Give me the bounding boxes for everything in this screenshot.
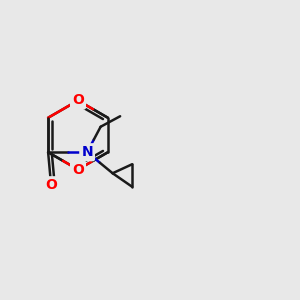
Text: O: O bbox=[45, 178, 57, 192]
Text: O: O bbox=[72, 163, 84, 176]
Text: N: N bbox=[81, 145, 93, 159]
Text: O: O bbox=[72, 94, 84, 107]
